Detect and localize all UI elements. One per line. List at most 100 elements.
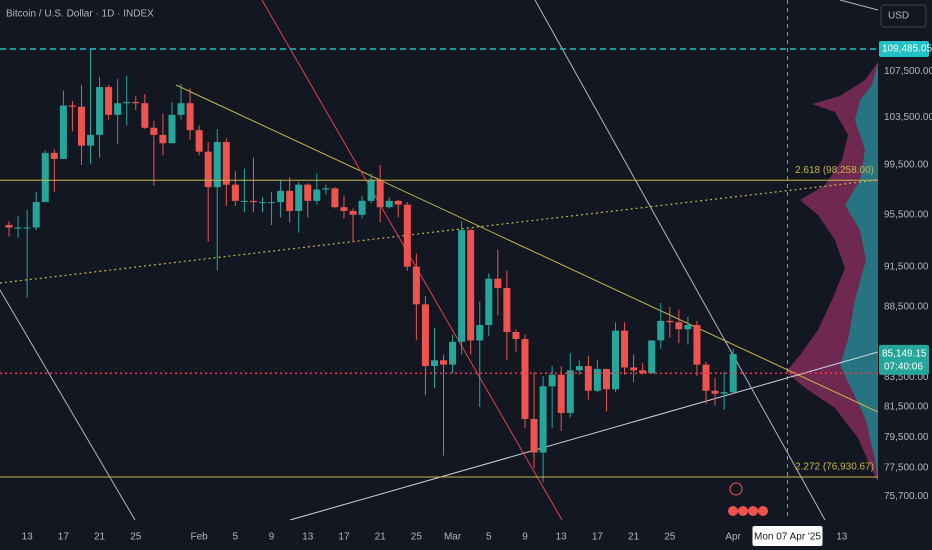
candle-body — [295, 184, 303, 211]
x-tick-label: Apr — [725, 532, 741, 543]
y-tick-label: 99,500.00 — [884, 160, 929, 171]
candle-body — [222, 142, 230, 185]
candle-body — [440, 360, 448, 365]
candle-body — [657, 320, 665, 341]
candle-body — [141, 103, 149, 128]
currency-button[interactable] — [880, 4, 927, 28]
trend-line — [0, 289, 136, 521]
candle-body — [702, 364, 710, 391]
candle-body — [32, 202, 40, 228]
y-tick-label: 75,700.00 — [884, 491, 929, 502]
candle-body — [476, 325, 484, 341]
candle-body — [168, 114, 176, 144]
fib-label: 2.618 (98,258.00) — [795, 165, 874, 176]
candle-body — [503, 288, 511, 332]
candle-body — [132, 102, 140, 104]
y-tick-label: 83,500.00 — [884, 372, 929, 383]
event-icon[interactable] — [738, 506, 748, 516]
event-icon[interactable] — [729, 482, 743, 496]
x-tick-label: 13 — [556, 532, 568, 543]
x-tick-label: Feb — [191, 532, 209, 543]
x-tick-label: 25 — [664, 532, 676, 543]
candle-body — [249, 200, 257, 203]
countdown-label: 07:40:06 — [884, 362, 923, 373]
candle-body — [14, 227, 22, 229]
last-price-box — [879, 344, 929, 375]
trend-line — [289, 351, 879, 521]
x-tick-label: 13 — [836, 532, 848, 543]
candle-body — [340, 207, 348, 211]
last-price-label: 85,149.15 — [882, 349, 927, 360]
event-icon[interactable] — [748, 506, 758, 516]
x-tick-label: 13 — [22, 532, 34, 543]
candle-body — [5, 224, 13, 228]
candle-body — [684, 325, 692, 330]
x-tick-label: 9 — [522, 532, 528, 543]
currency-label[interactable]: USD — [888, 11, 909, 22]
y-tick-label: 95,500.00 — [884, 209, 929, 220]
chart-title: Bitcoin / U.S. Dollar · 1D · INDEX — [6, 9, 154, 20]
candle-body — [458, 230, 466, 342]
price-level-label: 109,485.05 — [882, 44, 932, 55]
candle-body — [240, 200, 248, 202]
axes: 107,500.00103,500.0099,500.0095,500.0091… — [22, 41, 932, 546]
price-axis — [878, 0, 932, 550]
event-icon[interactable] — [728, 506, 738, 516]
candle-body — [177, 103, 185, 115]
candle-body — [349, 210, 357, 215]
candle-body — [612, 330, 620, 390]
x-tick-label: 5 — [233, 532, 239, 543]
candle-body — [602, 368, 610, 390]
x-tick-label: 21 — [628, 532, 640, 543]
event-icon[interactable] — [758, 506, 768, 516]
x-tick-label: 17 — [58, 532, 70, 543]
candle-body — [557, 374, 565, 413]
candle-body — [648, 340, 656, 374]
candle-body — [621, 330, 629, 368]
plot: 2.618 (98,258.00) 2.272 (76,930.67) — [0, 0, 878, 520]
candle-body — [530, 418, 538, 453]
trend-line — [175, 84, 879, 413]
candle-body — [322, 188, 330, 190]
candle-body — [593, 368, 601, 391]
candle-body — [639, 370, 647, 374]
candle-body — [41, 152, 49, 203]
x-tick-label: 13 — [302, 532, 314, 543]
x-tick-label: 25 — [130, 532, 142, 543]
candle-body — [385, 200, 393, 208]
candle-body — [666, 320, 674, 323]
x-tick-label: 25 — [411, 532, 423, 543]
candle-body — [87, 134, 95, 146]
candle-body — [421, 304, 429, 367]
candle-body — [449, 341, 457, 365]
candle-body — [376, 179, 384, 208]
candle-body — [231, 184, 239, 201]
x-tick-label: 5 — [486, 532, 492, 543]
candle-body — [729, 353, 737, 393]
y-tick-label: 81,500.00 — [884, 402, 929, 413]
candle-body — [367, 179, 375, 201]
candle-body — [68, 105, 76, 107]
y-tick-label: 88,500.00 — [884, 302, 929, 313]
candle-body — [23, 227, 31, 229]
y-tick-label: 103,500.00 — [884, 112, 932, 123]
x-tick-label: 21 — [94, 532, 106, 543]
candle-body — [286, 190, 294, 211]
candle-body — [584, 366, 592, 391]
candle-body — [313, 189, 321, 201]
candle-body — [258, 202, 266, 204]
candle-body — [213, 142, 221, 188]
candle-body — [675, 322, 683, 330]
candle-body — [630, 367, 638, 371]
candle-body — [304, 184, 312, 201]
candle-body — [566, 370, 574, 413]
candle-body — [485, 278, 493, 326]
fib-label: 2.272 (76,930.67) — [795, 462, 874, 473]
candle-body — [114, 103, 122, 115]
candle-body — [123, 102, 131, 104]
candle-body — [430, 360, 438, 367]
candle-body — [521, 339, 529, 419]
candle-body — [512, 331, 520, 340]
